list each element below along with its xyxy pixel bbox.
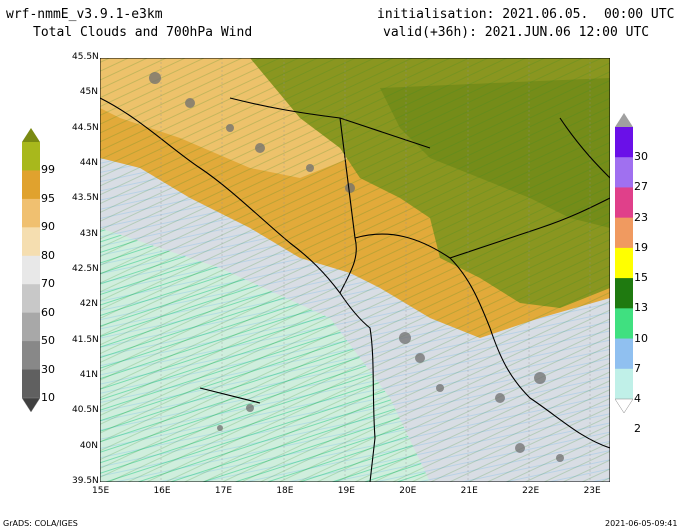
latitude-label: 44.5N [72,122,99,133]
colorbar-segment [615,368,633,400]
colorbar-segment [615,127,633,158]
longitude-label: 18E [276,486,294,496]
longitude-label: 20E [399,486,417,496]
colorbar-segment [22,341,40,371]
latitude-label: 44N [79,158,98,168]
colorbar-label: 4 [634,392,641,405]
colorbar-top-arrow [615,113,633,127]
latitude-label: 43.5N [72,193,99,204]
colorbar-segment [615,278,633,309]
latitude-label: 40N [79,440,98,451]
footer-credit: GrADS: COLA/IGES [3,519,78,528]
product-title: Total Clouds and 700hPa Wind [33,25,253,40]
longitude-label: 23E [583,486,601,496]
colorbar-label: 10 [41,391,55,404]
latitude-label: 42N [79,299,98,310]
longitude-label: 22E [522,486,540,496]
cloud-colorbar [22,128,40,412]
colorbar-segment [22,170,40,200]
wind-colorbar [615,113,633,413]
latitude-label: 45.5N [72,52,99,62]
longitude-label: 15E [92,486,110,496]
latitude-label: 41N [79,370,98,380]
initialisation-time: initialisation: 2021.06.05. 00:00 UTC [377,7,675,22]
colorbar-label: 95 [41,191,55,205]
latitude-label: 41.5N [72,334,99,345]
colorbar-label: 13 [634,301,648,315]
colorbar-label: 90 [41,220,55,234]
longitude-label: 16E [153,486,171,496]
colorbar-segment [615,187,633,219]
colorbar-label: 27 [634,180,648,194]
colorbar-label: 30 [41,362,55,376]
country-border [229,97,431,294]
colorbar-label: 70 [41,277,55,291]
colorbar-label: 15 [634,271,648,285]
colorbar-label: 60 [41,305,55,319]
latitude-label: 42.5N [72,264,99,274]
colorbar-label: 23 [634,210,648,224]
colorbar-label: 99 [41,163,55,177]
colorbar-segment [615,157,633,188]
colorbar-label: 80 [41,248,55,262]
longitude-label: 19E [337,486,355,496]
colorbar-segment [22,142,40,171]
colorbar-segment [615,338,633,370]
colorbar-top-arrow [22,128,40,142]
colorbar-segment [22,255,40,285]
latitude-label: 39.5N [72,476,99,486]
colorbar-label: 30 [634,150,648,164]
colorbar-label: 10 [634,331,648,345]
colorbar-bottom-arrow [22,397,40,412]
colorbar-segment [22,369,40,399]
colorbar-segment [615,308,633,340]
colorbar-segment [615,217,633,249]
colorbar-segment [22,227,40,257]
latitude-label: 45N [79,87,98,98]
latitude-label: 40.5N [72,405,99,416]
model-name: wrf-nmmE_v3.9.1-e3km [6,7,163,22]
colorbar-segment [22,198,40,228]
colorbar-label: 2 [634,422,641,436]
longitude-label: 17E [214,486,233,496]
colorbar-label: 19 [634,240,648,254]
cloud-wind-map [100,58,610,482]
colorbar-label: 50 [41,334,55,348]
colorbar-label: 7 [634,361,641,375]
coastline [100,97,376,482]
valid-time: valid(+36h): 2021.JUN.06 12:00 UTC [383,25,650,40]
colorbar-segment [22,284,40,314]
latitude-label: 43N [79,228,98,239]
longitude-label: 21E [460,486,478,496]
colorbar-segment [22,312,40,342]
colorbar-segment [615,247,633,279]
colorbar-bottom-arrow [615,398,633,413]
footer-timestamp: 2021-06-05-09:41 [605,519,678,528]
